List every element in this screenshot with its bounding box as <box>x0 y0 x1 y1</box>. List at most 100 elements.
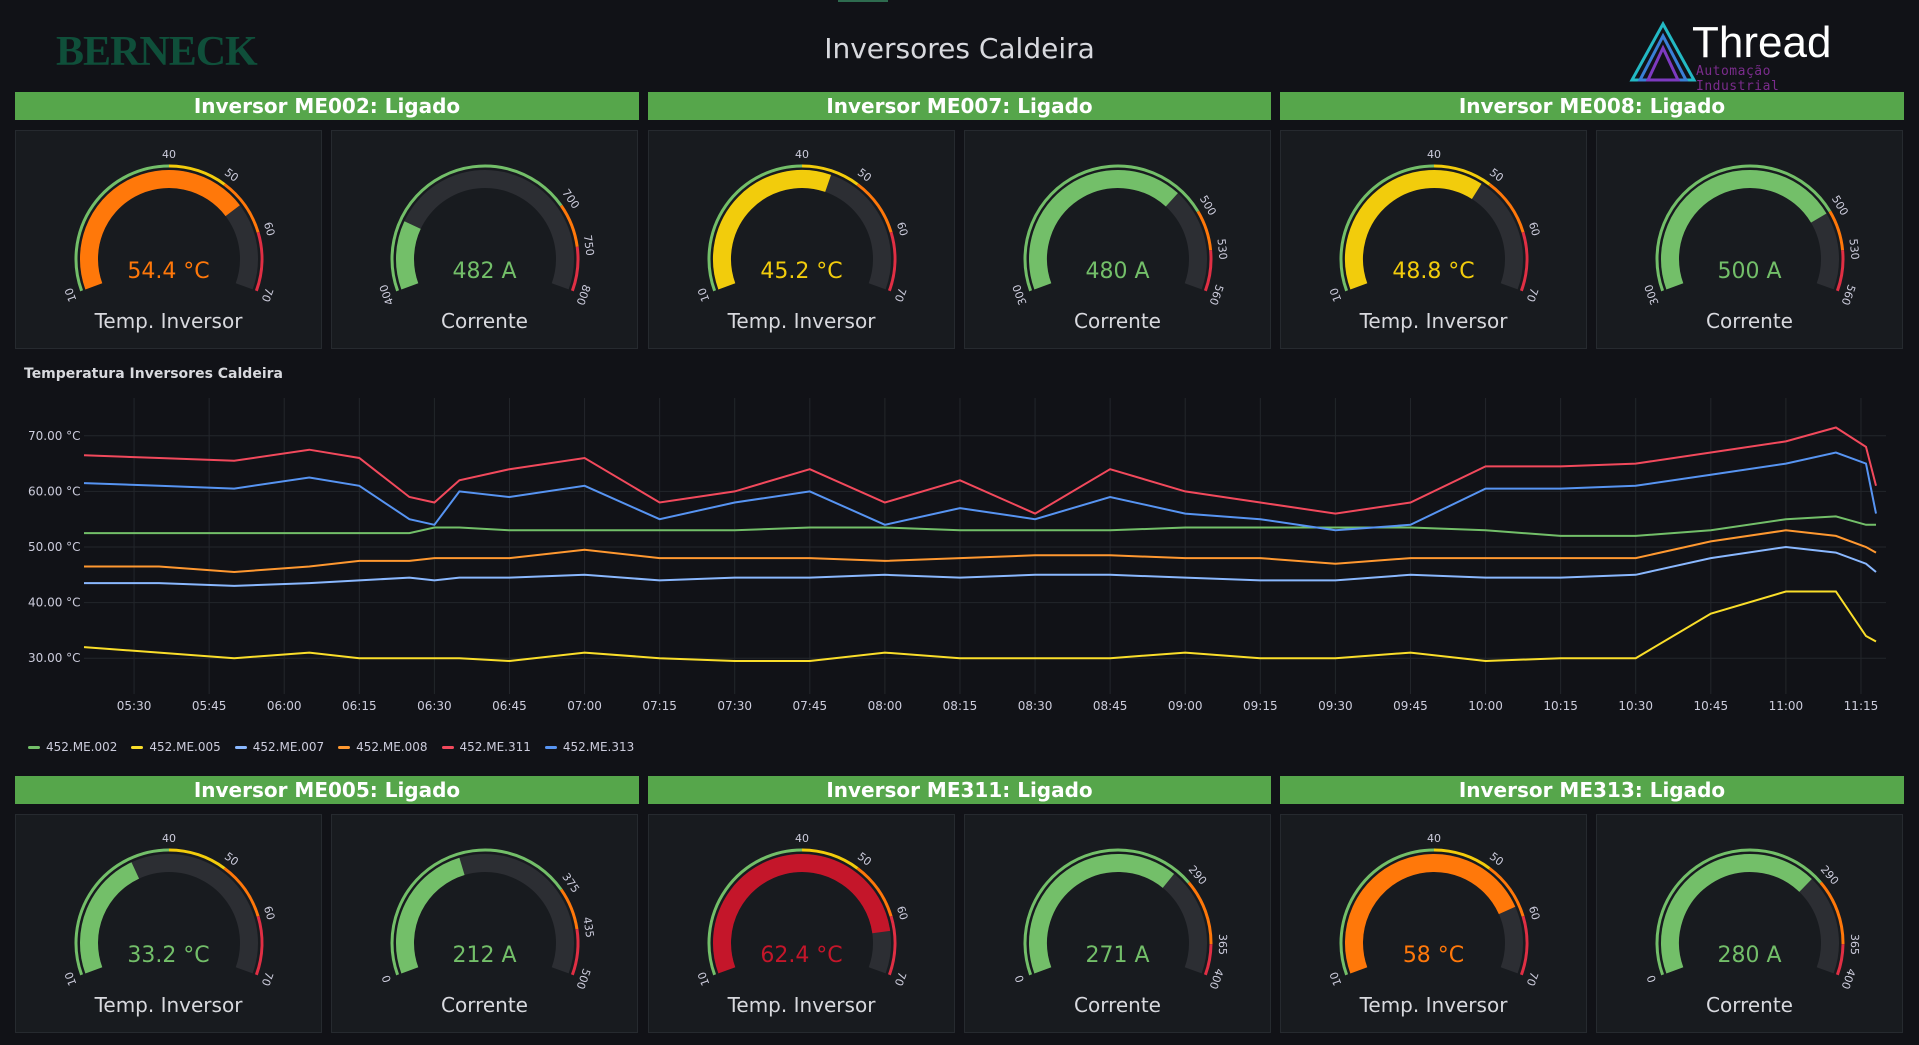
gauge-threshold-band <box>1203 250 1213 292</box>
gauge-threshold-band <box>1023 848 1190 976</box>
gauge-value-arc <box>713 170 832 290</box>
x-tick-label: 06:30 <box>417 699 452 713</box>
legend-item[interactable]: 452.ME.007 <box>234 740 324 754</box>
temperature-chart: 30.00 °C 40.00 °C 50.00 °C 60.00 °C 70.00 °C… <box>28 398 1886 713</box>
gauge-tick-label: 560 <box>1838 283 1857 307</box>
legend-item[interactable]: 452.ME.008 <box>338 740 428 754</box>
gauge-value-arc <box>80 862 140 974</box>
berneck-logo: BERNECK <box>56 29 258 75</box>
legend-label: 452.ME.311 <box>459 740 531 754</box>
gauge-tick-label: 800 <box>573 283 592 307</box>
legend-swatch <box>131 745 144 749</box>
gauge-tick-label: 40 <box>795 148 809 161</box>
gauge-label: Corrente <box>441 309 528 333</box>
gauge-label: Corrente <box>441 993 528 1017</box>
gauge-tick-label: 50 <box>222 166 241 185</box>
gauge-tick-label: 60 <box>1526 220 1542 237</box>
gauge-panel-current-me007[interactable]: 300 500 530 560 480 A Corrente <box>964 130 1271 349</box>
x-tick-label: 08:30 <box>1018 699 1053 713</box>
gauge-tick-label: 400 <box>1206 967 1225 991</box>
legend-item[interactable]: 452.ME.313 <box>544 740 634 754</box>
x-tick-label: 05:30 <box>117 699 152 713</box>
legend-label: 452.ME.005 <box>149 740 221 754</box>
chart-title: Temperatura Inversores Caldeira <box>24 366 283 382</box>
legend-item[interactable]: 452.ME.002 <box>28 740 117 754</box>
y-tick-label: 40.00 °C <box>28 596 81 610</box>
gauge-value-arc <box>713 854 891 974</box>
gauge-tick-label: 0 <box>1013 973 1028 984</box>
gauge-tick-label: 60 <box>894 220 910 237</box>
gauge-value: 500 A <box>1717 259 1782 284</box>
gauge-panel-current-me313[interactable]: 0 290 365 400 280 A Corrente <box>1596 814 1903 1033</box>
gauge-panel-current-me005[interactable]: 0 375 435 500 212 A Corrente <box>331 814 638 1033</box>
gauge-value-arc <box>1661 169 1827 290</box>
gauge-tick-label: 365 <box>1848 934 1861 955</box>
gauge-panel-temp-me005[interactable]: 10 40 50 60 70 33.2 °C Temp. Inversor <box>15 814 322 1033</box>
gauge-threshold-band <box>707 164 803 292</box>
gauge-value: 62.4 °C <box>760 943 843 968</box>
legend-item[interactable]: 452.ME.005 <box>131 740 221 754</box>
legend-item[interactable]: 452.ME.311 <box>441 740 531 754</box>
gauge-threshold-band <box>1819 881 1845 945</box>
thread-logo-name: Thread <box>1692 18 1832 67</box>
gauge-tick-label: 40 <box>1427 148 1441 161</box>
x-tick-label: 10:15 <box>1543 699 1578 713</box>
gauge-threshold-band <box>856 867 893 917</box>
gauge-value: 280 A <box>1717 943 1782 968</box>
gauge-threshold-band <box>1655 848 1822 976</box>
gauge-panel-temp-me007[interactable]: 10 40 50 60 70 45.2 °C Temp. Inversor <box>648 130 955 349</box>
x-tick-label: 08:00 <box>868 699 903 713</box>
gauge-value: 480 A <box>1085 259 1150 284</box>
gauge-panel-current-me002[interactable]: 400 700 750 800 482 A Corrente <box>331 130 638 349</box>
x-tick-label: 09:30 <box>1318 699 1353 713</box>
legend-swatch <box>441 745 454 749</box>
gauge-panel-current-me311[interactable]: 0 290 365 400 271 A Corrente <box>964 814 1271 1033</box>
gauge-value: 45.2 °C <box>760 259 843 284</box>
x-tick-label: 08:15 <box>943 699 978 713</box>
gauge-threshold-band <box>1187 881 1213 945</box>
gauge-threshold-band <box>1835 944 1845 976</box>
gauge-value: 48.8 °C <box>1392 259 1475 284</box>
thread-logo-icon <box>1629 20 1697 82</box>
gauge-tick-label: 70 <box>1524 286 1541 304</box>
gauge-panel-temp-me008[interactable]: 10 40 50 60 70 48.8 °C Temp. Inversor <box>1280 130 1587 349</box>
gauge-value-arc <box>1661 854 1812 974</box>
gauge-value: 58 °C <box>1402 943 1465 968</box>
x-tick-label: 10:30 <box>1618 699 1653 713</box>
gauge-tick-label: 50 <box>855 850 874 869</box>
temperature-chart-panel[interactable]: Temperatura Inversores Caldeira 30.00 °C… <box>14 360 1902 762</box>
active-indicator <box>838 0 888 2</box>
gauge-label: Temp. Inversor <box>1359 993 1508 1017</box>
series-line-452.ME.311 <box>83 426 1877 515</box>
group-header-me002: Inversor ME002: Ligado <box>15 92 639 120</box>
gauge-panel-temp-me002[interactable]: 10 40 50 60 70 54.4 °C Temp. Inversor <box>15 130 322 349</box>
gauge-panel-temp-me313[interactable]: 10 40 50 60 70 58 °C Temp. Inversor <box>1280 814 1587 1033</box>
gauge-threshold-band <box>570 246 580 292</box>
y-tick-label: 70.00 °C <box>28 429 81 443</box>
gauge-threshold-band <box>1835 250 1845 292</box>
x-tick-label: 05:45 <box>192 699 227 713</box>
gauge-panel-current-me008[interactable]: 300 500 530 560 500 A Corrente <box>1596 130 1903 349</box>
gauge-tick-label: 750 <box>581 234 597 257</box>
gauge-threshold-band <box>1519 231 1529 292</box>
legend-swatch <box>338 745 351 749</box>
x-tick-label: 06:45 <box>492 699 527 713</box>
gauge-tick-label: 50 <box>1487 166 1506 185</box>
gauge-tick-label: 60 <box>261 220 277 237</box>
gauge-dial: 10 40 50 60 70 <box>695 832 910 988</box>
gauge-threshold-band <box>1023 164 1200 292</box>
group-header-me008: Inversor ME008: Ligado <box>1280 92 1904 120</box>
gauge-tick-label: 40 <box>795 832 809 845</box>
gauge-panel-temp-me311[interactable]: 10 40 50 60 70 62.4 °C Temp. Inversor <box>648 814 955 1033</box>
x-tick-label: 07:45 <box>793 699 828 713</box>
gauge-label: Corrente <box>1706 309 1793 333</box>
gauge-label: Corrente <box>1074 309 1161 333</box>
gauge-threshold-band <box>1828 210 1845 251</box>
series-line-452.ME.313 <box>83 451 1877 532</box>
gauge-label: Corrente <box>1074 993 1161 1017</box>
gauge-tick-label: 10 <box>1327 970 1344 988</box>
gauge-value: 212 A <box>452 943 517 968</box>
